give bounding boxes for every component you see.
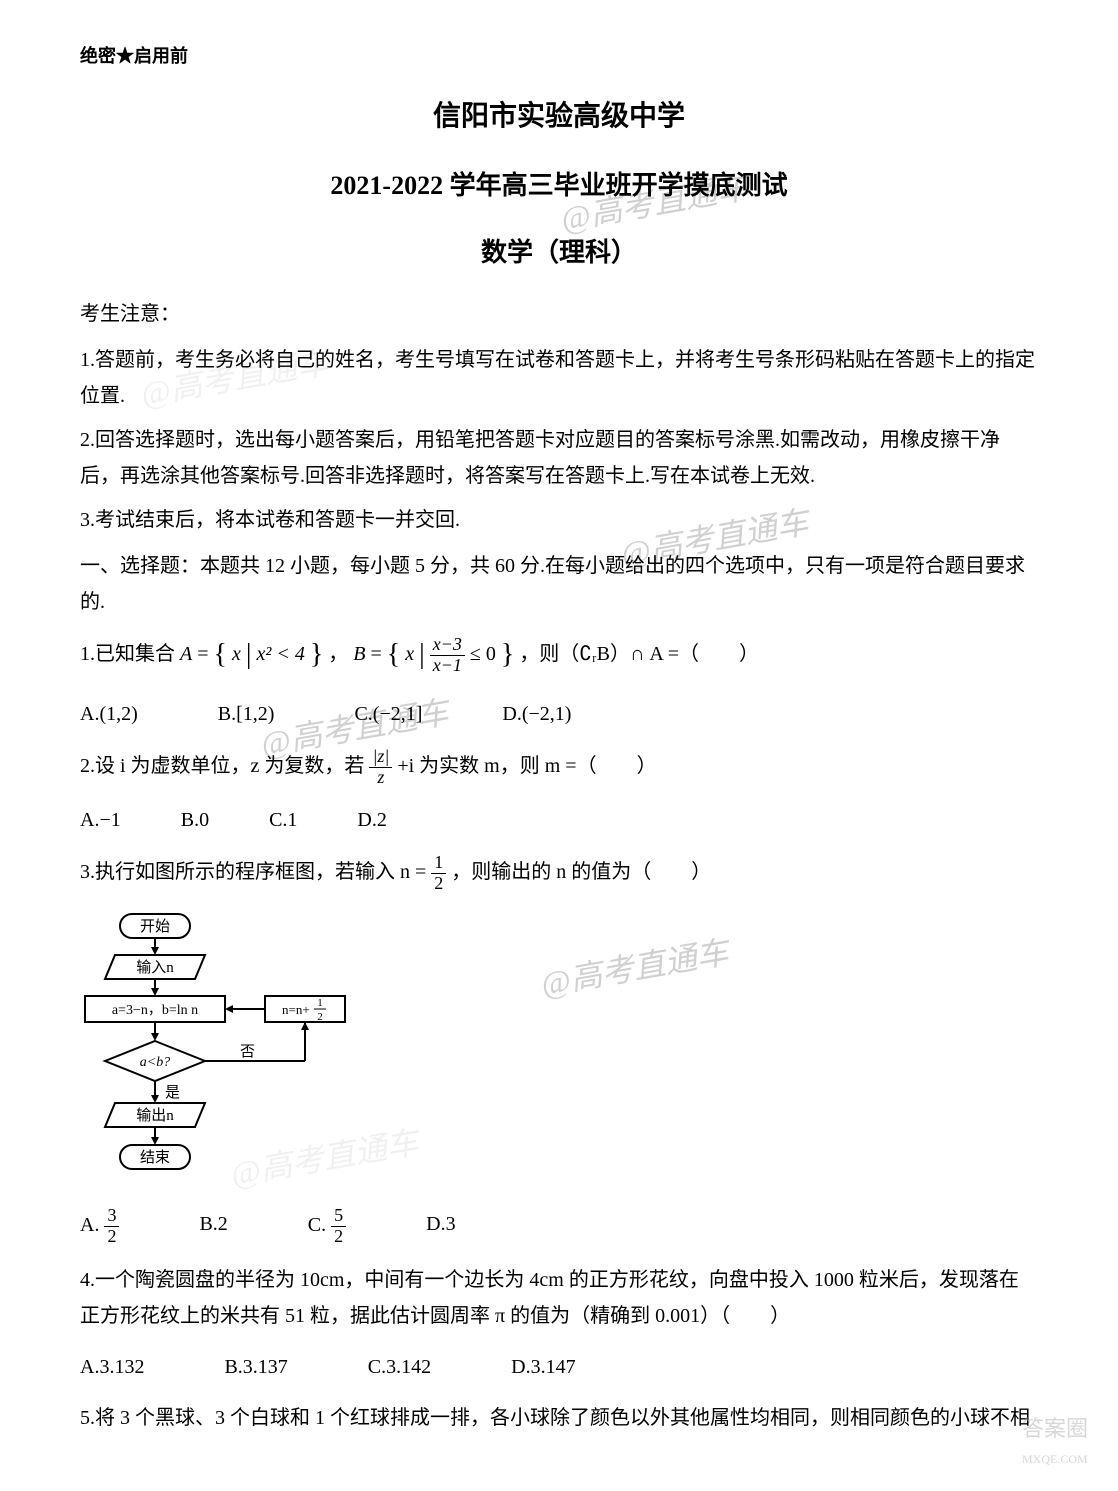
svg-text:a=3−n，b=ln n: a=3−n，b=ln n xyxy=(112,1003,198,1018)
q2-fraction: |z| z xyxy=(369,747,392,788)
svg-text:输入n: 输入n xyxy=(136,959,174,976)
q1-prefix: 1.已知集合 xyxy=(80,643,180,665)
svg-text:a<b?: a<b? xyxy=(140,1055,170,1070)
question-5: 5.将 3 个黑球、3 个白球和 1 个红球排成一排，各小球除了颜色以外其他属性… xyxy=(80,1400,1038,1436)
q2-opt-a: A.−1 xyxy=(80,802,121,838)
q3-opt-a: A. 3 2 xyxy=(80,1206,119,1247)
q1-opt-a: A.(1,2) xyxy=(80,696,138,732)
q1-cond1: x² < 4 xyxy=(256,643,304,665)
q1-var: x xyxy=(232,643,241,665)
bar: | xyxy=(246,639,252,670)
q3-text: 3.执行如图所示的程序框图，若输入 n = xyxy=(80,861,426,883)
q2-frac-num: |z| xyxy=(369,747,392,768)
bracket-open2: { xyxy=(387,639,400,670)
bracket-close2: } xyxy=(501,639,514,670)
flowchart-diagram: 开始 输入n a=3−n，b=ln n n=n+ 1 2 a<b? 否 是 xyxy=(80,909,360,1191)
flowchart-svg: 开始 输入n a=3−n，b=ln n n=n+ 1 2 a<b? 否 是 xyxy=(80,909,370,1179)
q1-suffix: ≤ 0 xyxy=(470,643,496,665)
question-2: 2.设 i 为虚数单位，z 为复数，若 |z| z +i 为实数 m，则 m =… xyxy=(80,747,1038,788)
q3-opt-b: B.2 xyxy=(199,1206,227,1247)
q1-fraction: x−3 x−1 xyxy=(430,635,465,676)
bracket-open: { xyxy=(214,639,227,670)
svg-text:n=n+: n=n+ xyxy=(282,1002,310,1017)
notice-3: 3.考试结束后，将本试卷和答题卡一并交回. xyxy=(80,502,1038,538)
q2-opt-c: C.1 xyxy=(269,802,297,838)
school-name: 信阳市实验高级中学 xyxy=(80,92,1038,142)
svg-text:是: 是 xyxy=(165,1085,180,1101)
q4-opt-b: B.3.137 xyxy=(224,1349,287,1385)
q1-eq: = xyxy=(197,643,213,665)
bar2: | xyxy=(419,639,425,670)
svg-text:开始: 开始 xyxy=(140,918,170,935)
q3-mid: ，则输出的 n 的值为（ ） xyxy=(451,861,711,883)
exam-title: 2021-2022 学年高三毕业班开学摸底测试 xyxy=(80,163,1038,210)
q1-frac-num: x−3 xyxy=(430,635,465,656)
q2-opt-b: B.0 xyxy=(181,802,209,838)
q1-set-a: A xyxy=(180,643,192,665)
q2-text: 2.设 i 为虚数单位，z 为复数，若 xyxy=(80,755,364,777)
confidential-mark: 绝密★启用前 xyxy=(80,40,1038,72)
q1-frac-den: x−1 xyxy=(430,656,465,676)
q1-eq2: = xyxy=(371,643,387,665)
svg-text:结束: 结束 xyxy=(140,1149,170,1166)
q1-comma: ， xyxy=(328,643,353,665)
q2-frac-den: z xyxy=(369,768,392,788)
svg-text:否: 否 xyxy=(240,1044,255,1060)
q1-opt-b: B.[1,2) xyxy=(218,696,275,732)
q3-fraction: 1 2 xyxy=(431,853,446,894)
q3-frac-den: 2 xyxy=(431,874,446,894)
subject-title: 数学（理科） xyxy=(80,230,1038,277)
q1-options: A.(1,2) B.[1,2) C.(−2,1] D.(−2,1) xyxy=(80,696,1038,732)
q3-options: A. 3 2 B.2 C. 5 2 D.3 xyxy=(80,1206,1038,1247)
q2-options: A.−1 B.0 C.1 D.2 xyxy=(80,802,1038,838)
q4-opt-a: A.3.132 xyxy=(80,1349,144,1385)
bracket-close: } xyxy=(310,639,323,670)
q1-tail: ，则（∁ᵣB）∩ A =（ ） xyxy=(519,643,759,665)
q1-var2: x xyxy=(405,643,414,665)
q3-frac-num: 1 xyxy=(431,853,446,874)
watermark-5: @高考直通车 xyxy=(536,924,733,1014)
svg-text:2: 2 xyxy=(317,1011,323,1023)
notice-heading: 考生注意： xyxy=(80,296,1038,332)
question-1: 1.已知集合 A = { x | x² < 4 } ， B = { x | x−… xyxy=(80,630,1038,680)
svg-text:输出n: 输出n xyxy=(136,1107,174,1124)
svg-text:1: 1 xyxy=(317,997,323,1009)
q2-mid: +i 为实数 m，则 m =（ ） xyxy=(397,755,656,777)
q2-opt-d: D.2 xyxy=(357,802,386,838)
watermark-bottom-right: 答案圈 MXQE.COM xyxy=(1022,1409,1088,1470)
q3-opt-d: D.3 xyxy=(426,1206,455,1247)
section-heading: 一、选择题：本题共 12 小题，每小题 5 分，共 60 分.在每小题给出的四个… xyxy=(80,548,1038,620)
q3-opt-c: C. 5 2 xyxy=(308,1206,346,1247)
q1-opt-d: D.(−2,1) xyxy=(502,696,571,732)
q4-options: A.3.132 B.3.137 C.3.142 D.3.147 xyxy=(80,1349,1038,1385)
q4-opt-d: D.3.147 xyxy=(511,1349,575,1385)
q1-opt-c: C.(−2,1] xyxy=(354,696,422,732)
q1-set-b: B xyxy=(353,643,365,665)
notice-2: 2.回答选择题时，选出每小题答案后，用铅笔把答题卡对应题目的答案标号涂黑.如需改… xyxy=(80,422,1038,494)
notice-1: 1.答题前，考生务必将自己的姓名，考生号填写在试卷和答题卡上，并将考生号条形码粘… xyxy=(80,342,1038,414)
question-3: 3.执行如图所示的程序框图，若输入 n = 1 2 ，则输出的 n 的值为（ ） xyxy=(80,853,1038,894)
question-4: 4.一个陶瓷圆盘的半径为 10cm，中间有一个边长为 4cm 的正方形花纹，向盘… xyxy=(80,1262,1038,1334)
q4-opt-c: C.3.142 xyxy=(368,1349,431,1385)
